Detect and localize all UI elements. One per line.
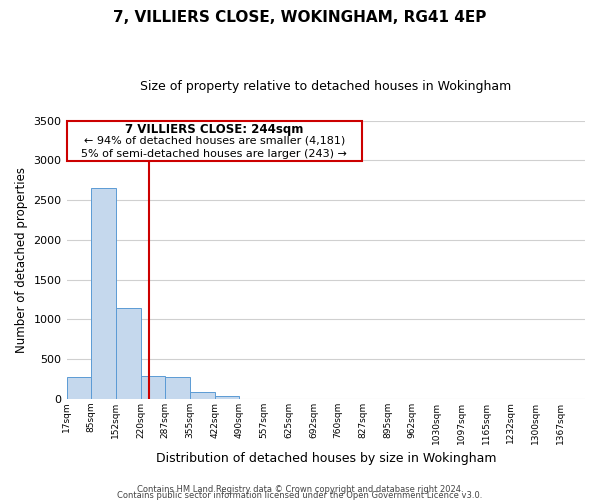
Bar (215, 396, 239, 399)
Title: Size of property relative to detached houses in Wokingham: Size of property relative to detached ho… (140, 80, 511, 93)
FancyBboxPatch shape (67, 120, 362, 161)
X-axis label: Distribution of detached houses by size in Wokingham: Distribution of detached houses by size … (155, 452, 496, 465)
Bar (165, 376, 190, 399)
Text: ← 94% of detached houses are smaller (4,181): ← 94% of detached houses are smaller (4,… (83, 136, 345, 145)
Text: 5% of semi-detached houses are larger (243) →: 5% of semi-detached houses are larger (2… (82, 148, 347, 158)
Text: 7 VILLIERS CLOSE: 244sqm: 7 VILLIERS CLOSE: 244sqm (125, 123, 304, 136)
Text: Contains HM Land Registry data © Crown copyright and database right 2024.: Contains HM Land Registry data © Crown c… (137, 484, 463, 494)
Bar (116, 308, 140, 399)
Bar (140, 376, 165, 399)
Text: Contains public sector information licensed under the Open Government Licence v3: Contains public sector information licen… (118, 490, 482, 500)
Text: 7, VILLIERS CLOSE, WOKINGHAM, RG41 4EP: 7, VILLIERS CLOSE, WOKINGHAM, RG41 4EP (113, 10, 487, 25)
Y-axis label: Number of detached properties: Number of detached properties (15, 166, 28, 352)
Bar (91, 188, 116, 399)
Bar (67, 378, 91, 399)
Bar (190, 392, 215, 399)
